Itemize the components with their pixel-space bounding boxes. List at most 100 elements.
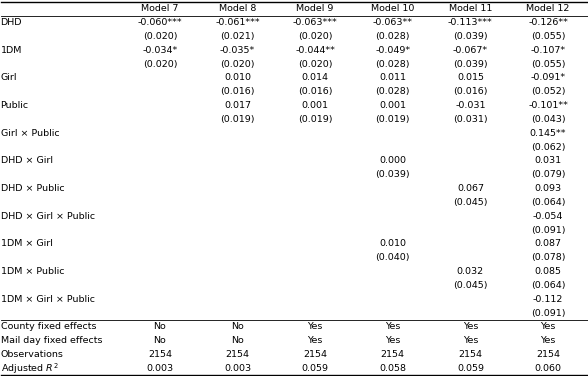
Text: 0.010: 0.010 [379,240,406,249]
Text: (0.039): (0.039) [453,60,487,68]
Text: Yes: Yes [308,336,323,345]
Text: 0.003: 0.003 [146,364,173,373]
Text: (0.016): (0.016) [298,87,332,96]
Text: -0.126**: -0.126** [528,18,568,27]
Text: 0.011: 0.011 [379,73,406,82]
Text: (0.091): (0.091) [531,309,565,317]
Text: 0.015: 0.015 [457,73,484,82]
Text: No: No [231,322,244,331]
Text: (0.020): (0.020) [143,60,177,68]
Text: (0.045): (0.045) [453,281,487,290]
Text: DHD × Girl: DHD × Girl [1,156,52,165]
Text: 0.014: 0.014 [302,73,329,82]
Text: 0.001: 0.001 [302,101,329,110]
Text: (0.078): (0.078) [531,253,565,262]
Text: (0.020): (0.020) [298,32,332,41]
Text: (0.020): (0.020) [143,32,177,41]
Text: -0.044**: -0.044** [295,46,335,55]
Text: (0.079): (0.079) [531,170,565,179]
Text: No: No [153,336,166,345]
Text: 0.087: 0.087 [534,240,562,249]
Text: Yes: Yes [385,336,400,345]
Text: -0.063**: -0.063** [373,18,413,27]
Text: Yes: Yes [540,322,556,331]
Text: 1DM × Girl: 1DM × Girl [1,240,52,249]
Text: -0.091*: -0.091* [530,73,566,82]
Text: (0.043): (0.043) [531,115,565,124]
Text: -0.054: -0.054 [533,212,563,221]
Text: -0.060***: -0.060*** [138,18,182,27]
Text: Yes: Yes [308,322,323,331]
Text: 1DM × Public: 1DM × Public [1,267,64,276]
Text: -0.049*: -0.049* [375,46,410,55]
Text: 0.093: 0.093 [534,184,562,193]
Text: 1DM × Girl × Public: 1DM × Girl × Public [1,295,95,304]
Text: (0.052): (0.052) [531,87,565,96]
Text: 0.003: 0.003 [224,364,251,373]
Text: 0.010: 0.010 [224,73,251,82]
Text: (0.020): (0.020) [298,60,332,68]
Text: 2154: 2154 [148,350,172,359]
Text: 0.085: 0.085 [534,267,562,276]
Text: 0.059: 0.059 [457,364,484,373]
Text: Model 8: Model 8 [219,4,256,13]
Text: (0.062): (0.062) [531,143,565,152]
Text: 0.059: 0.059 [302,364,329,373]
Text: No: No [231,336,244,345]
Text: 0.067: 0.067 [457,184,484,193]
Text: Yes: Yes [463,322,478,331]
Text: 0.001: 0.001 [379,101,406,110]
Text: 0.032: 0.032 [457,267,484,276]
Text: Yes: Yes [540,336,556,345]
Text: Model 9: Model 9 [296,4,334,13]
Text: (0.055): (0.055) [531,32,565,41]
Text: -0.067*: -0.067* [453,46,488,55]
Text: (0.091): (0.091) [531,226,565,235]
Text: (0.016): (0.016) [220,87,255,96]
Text: 2154: 2154 [226,350,249,359]
Text: -0.112: -0.112 [533,295,563,304]
Text: 2154: 2154 [536,350,560,359]
Text: Adjusted $R^2$: Adjusted $R^2$ [1,361,58,376]
Text: DHD: DHD [1,18,22,27]
Text: -0.061***: -0.061*** [215,18,260,27]
Text: (0.039): (0.039) [453,32,487,41]
Text: 0.060: 0.060 [534,364,562,373]
Text: (0.064): (0.064) [531,198,565,207]
Text: 0.017: 0.017 [224,101,251,110]
Text: 2154: 2154 [381,350,405,359]
Text: (0.019): (0.019) [376,115,410,124]
Text: 0.000: 0.000 [379,156,406,165]
Text: -0.063***: -0.063*** [293,18,338,27]
Text: (0.064): (0.064) [531,281,565,290]
Text: (0.045): (0.045) [453,198,487,207]
Text: (0.031): (0.031) [453,115,487,124]
Text: -0.101**: -0.101** [528,101,568,110]
Text: No: No [153,322,166,331]
Text: Mail day fixed effects: Mail day fixed effects [1,336,102,345]
Text: (0.021): (0.021) [220,32,255,41]
Text: County fixed effects: County fixed effects [1,322,96,331]
Text: (0.039): (0.039) [376,170,410,179]
Text: (0.016): (0.016) [453,87,487,96]
Text: Model 11: Model 11 [449,4,492,13]
Text: Girl × Public: Girl × Public [1,129,59,138]
Text: (0.019): (0.019) [298,115,332,124]
Text: 1DM: 1DM [1,46,22,55]
Text: (0.028): (0.028) [376,60,410,68]
Text: 0.058: 0.058 [379,364,406,373]
Text: 2154: 2154 [303,350,327,359]
Text: Public: Public [1,101,29,110]
Text: -0.107*: -0.107* [530,46,566,55]
Text: -0.031: -0.031 [455,101,486,110]
Text: Model 7: Model 7 [141,4,179,13]
Text: Yes: Yes [385,322,400,331]
Text: Model 10: Model 10 [371,4,415,13]
Text: (0.019): (0.019) [220,115,255,124]
Text: (0.028): (0.028) [376,87,410,96]
Text: Yes: Yes [463,336,478,345]
Text: -0.035*: -0.035* [220,46,255,55]
Text: Model 12: Model 12 [526,4,570,13]
Text: DHD × Girl × Public: DHD × Girl × Public [1,212,95,221]
Text: 0.145**: 0.145** [530,129,566,138]
